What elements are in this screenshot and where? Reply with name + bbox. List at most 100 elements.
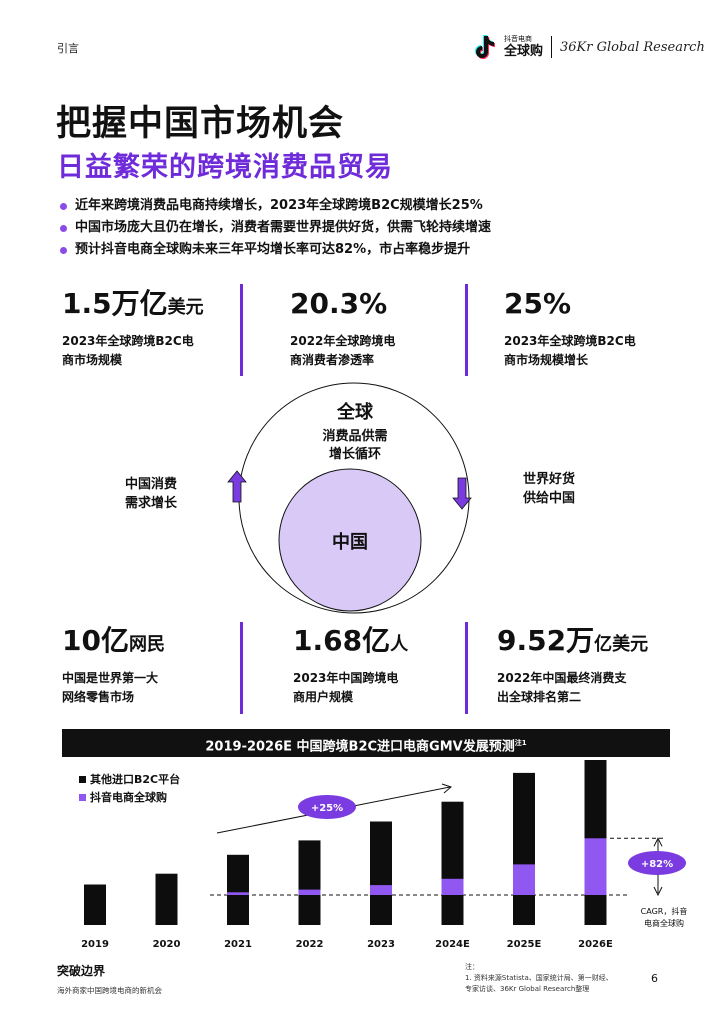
stat-consumption: 9.52万亿美元 2022年中国最终消费支 出全球排名第二 xyxy=(497,627,648,707)
gmv-bar-chart: 2019 2020 2021 2022 2023 2024E 2025E 2026E +82% C… xyxy=(81,760,688,950)
stat-number: 20.3% xyxy=(290,287,388,320)
diagram-left-label: 中国消费 需求增长 xyxy=(116,475,186,513)
stat-desc: 出全球排名第二 xyxy=(497,690,582,704)
diagram-global-label: 全球 xyxy=(337,402,373,423)
x-tick-label: 2020 xyxy=(153,939,181,950)
stat-crossborder-users: 1.68亿人 2023年中国跨境电 商用户规模 xyxy=(293,627,408,707)
chart-title-note: 注1 xyxy=(514,739,527,747)
bullet-text: 预计抖音电商全球购未来三年平均增长率可达82%，市占率稳步提升 xyxy=(75,242,471,257)
note-line: 专家访谈、36Kr Global Research整理 xyxy=(465,985,590,993)
stat-number: 9.52万 xyxy=(497,624,595,657)
section-label: 引言 xyxy=(57,42,79,55)
stat-number: 25% xyxy=(504,287,572,320)
diagram-china-label: 中国 xyxy=(332,532,368,553)
stat-netizens: 10亿网民 中国是世界第一大 网络零售市场 xyxy=(62,627,165,707)
legend-item: 其他进口B2C平台 xyxy=(79,770,180,788)
stat-desc: 中国是世界第一大 xyxy=(62,671,159,685)
footer-title: 突破边界 xyxy=(57,964,106,978)
stat-desc: 2022年全球跨境电 xyxy=(290,334,396,348)
x-tick-label: 2019 xyxy=(81,939,109,950)
stat-unit: 亿美元 xyxy=(594,634,649,655)
cagr-arrow-head-down xyxy=(653,886,663,897)
diagram-cycle-line: 消费品供需 xyxy=(322,429,388,444)
bar-other-platforms xyxy=(370,821,392,925)
bar-other-platforms xyxy=(227,854,249,925)
stat-desc: 2023年全球跨境B2C电 xyxy=(62,334,194,348)
legend-label: 抖音电商全球购 xyxy=(90,791,167,804)
x-tick-label: 2024E xyxy=(435,939,470,950)
down-arrow-icon xyxy=(452,477,472,510)
stat-number: 10亿 xyxy=(62,624,129,657)
stat-desc: 商市场规模增长 xyxy=(504,353,589,367)
bar-other-platforms xyxy=(513,772,535,925)
growth-arrow-head xyxy=(441,783,452,794)
stat-b2c-growth: 25% 2023年全球跨境B2C电 商市场规模增长 xyxy=(504,290,636,370)
x-tick-label: 2022 xyxy=(296,939,324,950)
growth-bubble xyxy=(298,795,356,819)
logo-divider xyxy=(551,36,553,58)
footer-notes: 注： 1. 资料来源Statista、国家统计局、第一财经、 专家访谈、36Kr… xyxy=(465,962,613,995)
china-circle xyxy=(278,468,422,612)
diagram-right-line: 供给中国 xyxy=(522,491,575,506)
bar-other-platforms xyxy=(298,840,321,925)
logo-research: Global Research xyxy=(596,39,705,55)
cagr-value: +82% xyxy=(641,859,673,870)
bullet-text: 近年来跨境消费品电商持续增长，2023年全球跨境B2C规模增长25% xyxy=(75,198,483,213)
diagram-cycle-line: 增长循环 xyxy=(328,447,381,462)
research-logo: 36Kr Global Research xyxy=(560,40,705,55)
x-tick-label: 2026E xyxy=(578,939,613,950)
key-points: 近年来跨境消费品电商持续增长，2023年全球跨境B2C规模增长25% 中国市场庞… xyxy=(60,195,491,261)
stat-desc: 2023年中国跨境电 xyxy=(293,671,399,685)
stat-unit: 人 xyxy=(390,634,409,655)
bullet-dot-icon xyxy=(60,246,67,254)
bar-other-platforms xyxy=(84,884,106,925)
douyin-logo-icon xyxy=(473,33,499,61)
bullet-item: 中国市场庞大且仍在增长，消费者需要世界提供好货，供需飞轮持续增速 xyxy=(60,217,491,239)
legend-swatch xyxy=(79,775,86,783)
stat-desc: 网络零售市场 xyxy=(62,690,135,704)
bullet-item: 近年来跨境消费品电商持续增长，2023年全球跨境B2C规模增长25% xyxy=(60,195,491,217)
bullet-item: 预计抖音电商全球购未来三年平均增长率可达82%，市占率稳步提升 xyxy=(60,239,491,261)
bullet-dot-icon xyxy=(60,224,67,232)
diagram-right-line: 世界好货 xyxy=(522,472,575,487)
bar-douyin-global xyxy=(298,889,321,895)
bar-douyin-global xyxy=(227,892,249,895)
chart-title: 2019-2026E 中国跨境B2C进口电商GMV发展预测注1 xyxy=(62,729,670,757)
chart-title-text: 2019-2026E 中国跨境B2C进口电商GMV发展预测 xyxy=(205,739,515,755)
stat-divider xyxy=(465,284,468,376)
x-tick-label: 2025E xyxy=(507,939,542,950)
stat-divider xyxy=(240,622,243,714)
x-tick-label: 2023 xyxy=(367,939,395,950)
cagr-arrow-head-up xyxy=(653,837,663,847)
stat-divider xyxy=(465,622,468,714)
bar-douyin-global xyxy=(513,864,535,895)
stat-divider xyxy=(240,284,243,376)
growth-value: +25% xyxy=(311,803,343,814)
cagr-caption: 电商全球购 xyxy=(644,918,684,928)
bar-douyin-global xyxy=(584,838,607,895)
legend-swatch xyxy=(79,793,86,801)
footer-report-title: 突破边界 海外商家中国跨境电商的新机会 xyxy=(57,962,162,996)
stat-desc: 2022年中国最终消费支 xyxy=(497,671,627,685)
note-title: 注： xyxy=(465,963,479,971)
bar-other-platforms xyxy=(441,801,464,925)
stat-number: 1.5万亿 xyxy=(62,287,168,320)
legend-label: 其他进口B2C平台 xyxy=(90,773,181,786)
stat-desc: 商消费者渗透率 xyxy=(290,353,375,367)
up-arrow-icon xyxy=(227,470,247,503)
cagr-bubble xyxy=(628,851,686,875)
note-line: 1. 资料来源Statista、国家统计局、第一财经、 xyxy=(465,974,613,982)
bar-douyin-global xyxy=(370,885,392,895)
cagr-caption: CAGR，抖音 xyxy=(641,906,688,916)
logo-big-text: 全球购 xyxy=(504,44,544,59)
diagram-right-label: 世界好货 供给中国 xyxy=(514,470,584,508)
diagram-cycle-label: 消费品供需 增长循环 xyxy=(300,428,410,464)
stat-unit: 网民 xyxy=(128,634,165,655)
bullet-text: 中国市场庞大且仍在增长，消费者需要世界提供好货，供需飞轮持续增速 xyxy=(75,220,492,235)
bullet-dot-icon xyxy=(60,202,67,210)
logo-small-text: 抖音电商 xyxy=(504,35,532,43)
diagram-left-line: 中国消费 xyxy=(124,477,177,492)
page-number: 6 xyxy=(651,972,658,985)
stat-desc: 商用户规模 xyxy=(293,690,354,704)
stat-consumer-penetration: 20.3% 2022年全球跨境电 商消费者渗透率 xyxy=(290,290,395,370)
